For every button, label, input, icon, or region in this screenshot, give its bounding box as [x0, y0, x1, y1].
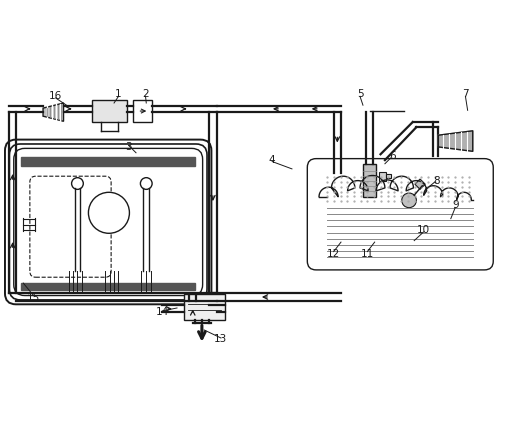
- Text: 2: 2: [142, 89, 149, 99]
- Circle shape: [71, 178, 83, 189]
- Text: 4: 4: [269, 155, 276, 165]
- Polygon shape: [438, 131, 473, 151]
- Text: 7: 7: [462, 89, 469, 99]
- Bar: [21, 157, 195, 166]
- Text: 12: 12: [327, 249, 340, 259]
- Text: 8: 8: [433, 175, 439, 186]
- Text: 11: 11: [361, 249, 374, 259]
- Polygon shape: [43, 103, 64, 121]
- Bar: [21, 283, 195, 290]
- FancyBboxPatch shape: [307, 159, 493, 270]
- Bar: [415, 179, 425, 189]
- Bar: [363, 164, 376, 197]
- Text: 13: 13: [214, 335, 227, 344]
- Bar: [92, 100, 127, 122]
- Text: 6: 6: [389, 151, 396, 161]
- Circle shape: [402, 193, 416, 208]
- Text: 1: 1: [115, 89, 122, 99]
- Circle shape: [89, 192, 130, 233]
- Text: 3: 3: [125, 142, 132, 152]
- Bar: [133, 100, 152, 122]
- Text: 10: 10: [417, 224, 430, 235]
- Text: 14: 14: [156, 307, 169, 317]
- Text: 5: 5: [357, 89, 363, 99]
- Bar: [184, 294, 225, 319]
- Text: 16: 16: [49, 91, 62, 101]
- Text: 15: 15: [27, 293, 40, 303]
- Text: 9: 9: [452, 200, 458, 210]
- Bar: [386, 174, 391, 178]
- Circle shape: [140, 178, 152, 189]
- Bar: [379, 172, 386, 181]
